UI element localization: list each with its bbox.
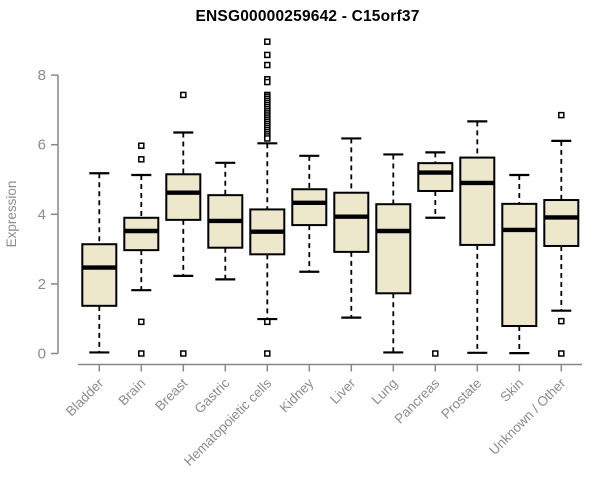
x-tick-label: Breast [152,375,190,413]
box-iqr [81,243,118,307]
box-iqr [459,156,496,246]
y-tick-label: 0 [38,346,46,363]
outlier-point [264,78,271,86]
x-tick-label: Kidney [277,375,317,415]
box-iqr [375,203,412,295]
box-iqr [291,188,328,227]
x-tick-label: Pancreas [391,375,442,426]
y-axis-label: Expression [4,181,19,248]
outlier-point [558,350,565,357]
outlier-point [138,350,145,357]
y-tick-label: 4 [38,206,46,223]
x-tick-label: Gastric [192,375,233,416]
x-tick-label: Bladder [63,375,107,419]
outlier-point [138,318,145,326]
x-tick-label: Liver [327,375,359,407]
outlier-point [264,38,271,45]
chart-title: ENSG00000259642 - C15orf37 [195,8,420,25]
x-tick-label: Unknown / Other [486,375,569,458]
x-tick-label: Brain [116,376,149,409]
outlier-point [264,135,271,142]
y-tick-label: 2 [38,276,46,293]
box-iqr [543,199,580,247]
outlier-point [264,318,271,326]
outlier-point [558,317,565,325]
outlier-point [180,350,187,357]
outlier-point [264,350,271,357]
outlier-point [138,142,145,149]
outlier-point [264,51,271,59]
x-tick-label: Lung [369,376,401,408]
box-iqr [501,202,538,328]
outlier-point [264,61,271,69]
box-iqr [417,162,454,192]
x-tick-label: Prostate [438,376,484,422]
box-iqr [333,191,370,253]
y-tick-label: 8 [38,67,46,84]
box-iqr [123,216,160,252]
outlier-point [138,156,145,163]
outlier-point [432,350,439,357]
x-tick-label: Skin [497,376,526,405]
box-iqr [165,173,202,221]
outlier-point [180,91,187,99]
outlier-point [558,111,565,119]
y-tick-label: 6 [38,137,46,154]
